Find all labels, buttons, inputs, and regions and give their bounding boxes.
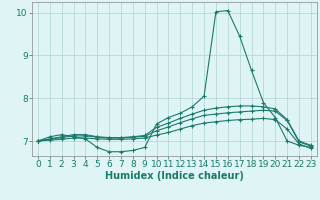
X-axis label: Humidex (Indice chaleur): Humidex (Indice chaleur) xyxy=(105,171,244,181)
